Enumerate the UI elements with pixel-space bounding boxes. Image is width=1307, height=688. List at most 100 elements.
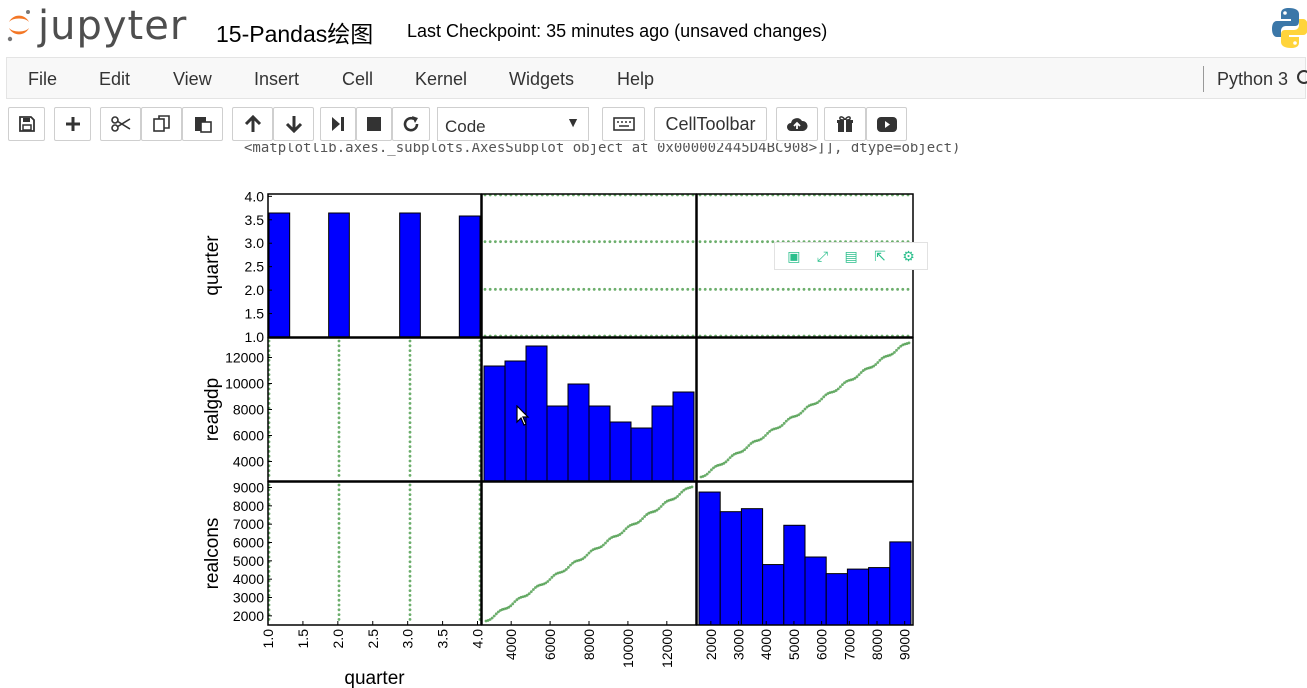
point [799, 411, 803, 415]
point [660, 240, 664, 244]
subplot-frame [267, 193, 482, 338]
save-image-icon[interactable]: ▤ [844, 247, 858, 264]
point [408, 368, 412, 372]
point [337, 392, 341, 396]
point [525, 240, 528, 244]
point [602, 543, 605, 547]
point [337, 555, 341, 559]
point [551, 240, 554, 244]
point [728, 456, 732, 460]
point [337, 598, 341, 602]
point [660, 287, 664, 291]
upload-button[interactable] [776, 107, 818, 141]
point [750, 287, 754, 291]
point [907, 341, 911, 345]
interrupt-button[interactable] [356, 107, 392, 141]
bookmark-icon[interactable]: ▣ [787, 247, 801, 264]
save-button[interactable] [8, 107, 45, 141]
point [337, 397, 341, 400]
point [408, 613, 412, 616]
menu-widgets[interactable]: Widgets [509, 69, 575, 89]
point [569, 563, 572, 567]
cloud-upload-icon [787, 118, 808, 131]
menu-help[interactable]: Help [617, 69, 655, 89]
point [571, 561, 574, 565]
cell-widget-toolbar: ▣ ⤢ ▤ ⇱ ⚙ [774, 242, 928, 270]
point [832, 390, 836, 393]
paste-button[interactable] [182, 107, 223, 141]
restart-icon [403, 116, 419, 132]
point [766, 240, 769, 244]
settings-icon[interactable]: ⚙ [902, 247, 915, 264]
point [776, 287, 780, 291]
restart-kernel-button[interactable] [392, 107, 430, 141]
point [535, 287, 539, 291]
menu-kernel[interactable]: Kernel [415, 69, 468, 89]
point [337, 368, 341, 372]
point [709, 240, 712, 244]
command-palette-button[interactable] [602, 107, 645, 141]
point [839, 287, 842, 291]
gift-button[interactable] [824, 107, 866, 141]
plot-panels [267, 193, 914, 626]
plus-icon [65, 117, 80, 131]
point [665, 240, 669, 244]
move-up-button[interactable] [232, 107, 273, 141]
point [613, 287, 617, 291]
point [891, 287, 894, 291]
video-button[interactable] [866, 107, 907, 141]
notebook-title[interactable]: 15-Pandas绘图 [216, 21, 374, 47]
expand-icon[interactable]: ⤢ [816, 247, 829, 264]
point [337, 546, 341, 549]
menu-insert[interactable]: Insert [254, 69, 300, 89]
point [494, 612, 498, 616]
point [514, 240, 518, 244]
point [337, 402, 341, 405]
point [408, 526, 412, 530]
move-down-button[interactable] [273, 107, 314, 141]
menu-file[interactable]: File [28, 69, 58, 89]
bar [868, 567, 891, 626]
point [820, 397, 824, 401]
point [337, 344, 341, 348]
point [634, 287, 638, 291]
menu-edit[interactable]: Edit [99, 69, 131, 89]
insert-cell-button[interactable] [54, 107, 91, 141]
point [755, 240, 759, 244]
point [797, 413, 801, 417]
tick-label: 2000 [703, 629, 719, 660]
point [337, 574, 341, 578]
tick-label: 2000 [233, 608, 264, 624]
point [899, 344, 903, 348]
point [823, 287, 827, 291]
run-cell-button[interactable] [320, 107, 356, 141]
point [337, 584, 341, 588]
tick-label: 8000 [869, 629, 885, 660]
bar [328, 212, 350, 338]
tick-label: 1.5 [245, 306, 265, 322]
point [337, 411, 341, 415]
point [408, 517, 412, 520]
point [771, 287, 775, 291]
share-icon[interactable]: ⇱ [874, 247, 886, 264]
celltoolbar-button[interactable]: CellToolbar [654, 107, 767, 141]
point [535, 240, 539, 244]
point [483, 240, 487, 244]
menu-cell[interactable]: Cell [342, 69, 374, 89]
copy-icon [152, 115, 170, 132]
point [408, 483, 412, 487]
point [672, 497, 675, 501]
cut-button[interactable] [100, 107, 141, 141]
point [676, 494, 679, 498]
cell-type-select[interactable]: Code ▼ [437, 107, 589, 141]
copy-button[interactable] [141, 107, 182, 141]
bar [672, 391, 695, 482]
point [797, 287, 801, 291]
jupyter-logo-text[interactable]: jupyter [38, 3, 188, 49]
point [843, 381, 846, 385]
point [639, 287, 643, 291]
point [786, 417, 790, 421]
point [814, 402, 817, 406]
point [745, 240, 749, 244]
menu-view[interactable]: View [173, 69, 212, 89]
